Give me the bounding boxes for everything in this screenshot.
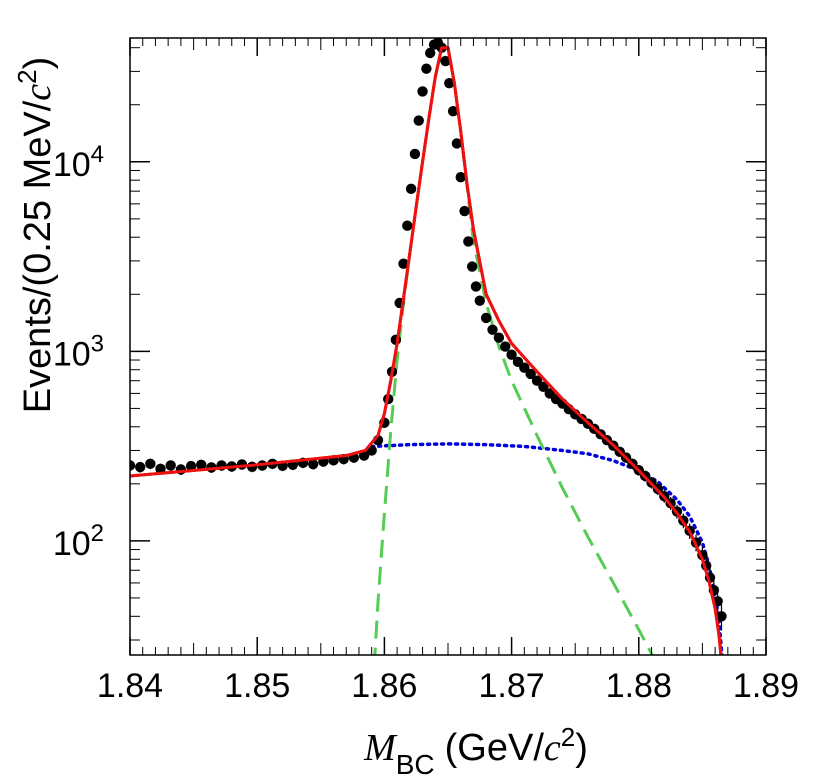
data-point xyxy=(196,459,207,471)
y-tick-label: 104 xyxy=(53,141,104,184)
x-tick-label: 1.84 xyxy=(97,667,163,705)
data-point xyxy=(405,183,417,195)
data-point xyxy=(506,349,517,360)
data-point xyxy=(417,86,428,97)
series-line-total-fit-overlay xyxy=(130,46,723,655)
data-point xyxy=(455,171,466,183)
data-point xyxy=(463,236,474,247)
data-point xyxy=(519,362,530,373)
data-point xyxy=(307,458,319,470)
x-axis-title: MBC (GeV/c2) xyxy=(363,722,588,780)
x-tick-label: 1.87 xyxy=(479,667,545,705)
x-tick-label: 1.88 xyxy=(606,667,672,705)
data-point xyxy=(451,138,463,149)
series-line-background xyxy=(369,442,724,655)
x-tick-label: 1.86 xyxy=(351,667,417,705)
data-point xyxy=(459,205,470,217)
data-point xyxy=(421,63,432,74)
data-point xyxy=(493,332,505,343)
data-point xyxy=(480,312,492,324)
data-point xyxy=(447,105,459,117)
data-point xyxy=(155,463,166,475)
data-point xyxy=(470,281,482,292)
y-axis-title: Events/(0.25 MeV/c2) xyxy=(12,57,59,414)
data-point xyxy=(134,461,146,473)
data-point xyxy=(413,115,424,126)
data-point xyxy=(466,261,478,272)
data-point xyxy=(487,324,498,335)
data-point xyxy=(424,47,436,59)
data-point xyxy=(474,295,485,306)
data-point xyxy=(716,611,727,622)
plot-area xyxy=(130,38,727,655)
data-point xyxy=(409,148,421,160)
y-tick-label: 102 xyxy=(53,520,104,563)
data-point xyxy=(440,55,451,67)
data-point xyxy=(444,77,455,89)
data-point xyxy=(538,381,549,393)
data-point xyxy=(145,458,156,470)
data-point xyxy=(185,460,197,472)
data-point xyxy=(165,460,176,471)
x-tick-label: 1.89 xyxy=(733,667,799,705)
x-tick-label: 1.85 xyxy=(224,667,290,705)
data-point xyxy=(500,341,511,352)
y-tick-label: 103 xyxy=(53,330,104,373)
data-point xyxy=(130,460,136,471)
axes: 1.84 1.85 1.86 1.87 1.88 1.89 102 103 104 xyxy=(53,38,799,705)
plot-frame xyxy=(129,37,767,656)
data-point xyxy=(398,258,409,269)
data-point xyxy=(402,220,413,231)
data-point xyxy=(525,368,536,380)
